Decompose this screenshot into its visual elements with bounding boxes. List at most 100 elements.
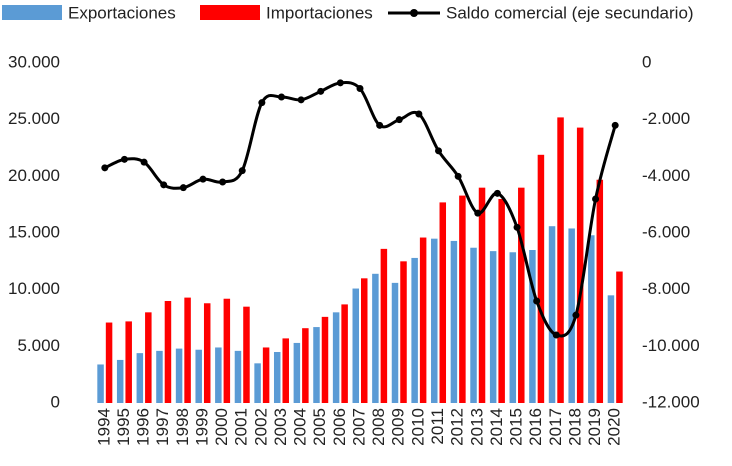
line-marker	[376, 121, 384, 129]
x-tick-label: 2016	[526, 408, 545, 446]
bar	[164, 301, 172, 403]
x-tick-label: 2006	[330, 408, 349, 446]
legend-swatch	[410, 9, 418, 17]
y2-tick-label: -12.000	[642, 392, 700, 411]
x-tick-label: 2009	[389, 408, 408, 446]
bar	[548, 226, 556, 403]
line-marker	[513, 223, 521, 231]
bar	[419, 237, 427, 403]
line-marker	[454, 172, 462, 180]
line-marker	[592, 195, 600, 203]
bar	[223, 298, 231, 403]
bar	[509, 252, 517, 403]
bar	[498, 199, 505, 403]
legend-label: Importaciones	[266, 3, 373, 22]
bar	[175, 348, 183, 403]
line-marker	[160, 181, 168, 189]
bar	[596, 179, 604, 403]
line-marker	[552, 331, 560, 339]
x-tick-label: 1994	[94, 408, 113, 446]
bar	[380, 248, 388, 403]
y-tick-label: 0	[51, 392, 60, 411]
x-tick-label: 2001	[232, 408, 251, 446]
line-marker	[611, 121, 619, 129]
bar	[607, 295, 615, 403]
bar	[116, 359, 124, 403]
y2-tick-label: -4.000	[642, 166, 690, 185]
bar	[450, 240, 458, 403]
bar	[478, 187, 486, 403]
bar	[254, 363, 261, 403]
bar	[195, 349, 202, 403]
bar	[321, 316, 329, 403]
y2-tick-label: -2.000	[642, 109, 690, 128]
bar	[282, 338, 289, 403]
bar	[411, 257, 418, 403]
y-tick-label: 30.000	[8, 52, 60, 71]
y2-tick-label: 0	[642, 52, 651, 71]
x-tick-label: 2004	[291, 408, 310, 446]
bar	[341, 304, 348, 403]
line-marker	[435, 147, 443, 155]
line-marker	[533, 297, 541, 305]
x-tick-label: 2000	[212, 408, 231, 446]
x-tick-label: 2020	[605, 408, 624, 446]
line-marker	[199, 175, 207, 183]
x-tick-label: 2011	[428, 408, 447, 445]
bar	[400, 261, 407, 403]
x-tick-label: 2003	[271, 408, 290, 446]
legend-label: Exportaciones	[68, 3, 176, 22]
bar	[459, 195, 466, 403]
x-tick-label: 2007	[349, 408, 368, 446]
bar	[332, 312, 340, 403]
line-marker	[140, 158, 148, 166]
y2-tick-label: -8.000	[642, 279, 690, 298]
bar	[203, 303, 211, 403]
bar	[215, 347, 222, 403]
bar	[293, 342, 301, 403]
bar	[313, 327, 320, 403]
line-marker	[474, 209, 482, 217]
line-marker	[120, 155, 128, 163]
legend-swatch	[200, 5, 260, 20]
x-tick-label: 2014	[487, 408, 506, 446]
bar	[97, 364, 104, 403]
bar	[588, 235, 595, 403]
x-tick-label: 2019	[585, 408, 604, 446]
line-marker	[356, 85, 364, 92]
line-marker	[277, 93, 285, 101]
x-tick-label: 1996	[134, 408, 153, 446]
bar	[234, 350, 242, 403]
bar	[372, 273, 379, 403]
bar	[439, 202, 447, 403]
legend-swatch	[2, 5, 62, 20]
bar	[125, 321, 132, 403]
y2-tick-label: -6.000	[642, 222, 690, 241]
line-marker	[493, 189, 501, 197]
x-tick-label: 2008	[369, 408, 388, 446]
bar	[105, 322, 113, 403]
bar	[518, 187, 525, 403]
x-tick-label: 2002	[251, 408, 270, 446]
x-tick-label: 2017	[546, 408, 565, 446]
bar	[470, 247, 477, 403]
bar	[243, 306, 250, 403]
bar	[273, 352, 281, 403]
line-marker	[297, 96, 305, 104]
bar	[576, 127, 584, 403]
x-tick-label: 1998	[173, 408, 192, 446]
bar	[352, 288, 359, 403]
bar	[184, 297, 191, 403]
x-tick-label: 2005	[310, 408, 329, 446]
x-tick-label: 2015	[507, 408, 526, 446]
bar	[391, 282, 399, 403]
line-marker	[179, 184, 187, 192]
bar	[568, 228, 575, 403]
line-marker	[317, 87, 325, 95]
y-tick-label: 5.000	[17, 336, 60, 355]
line-marker	[336, 79, 344, 87]
legend-label: Saldo comercial (eje secundario)	[446, 3, 694, 22]
bar	[136, 353, 144, 403]
bar	[616, 271, 623, 403]
bar	[361, 278, 368, 403]
